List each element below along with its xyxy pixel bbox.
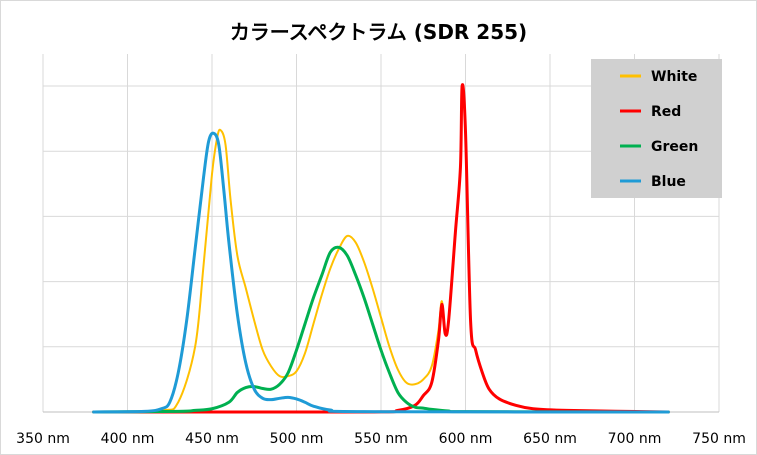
legend-box bbox=[591, 59, 722, 198]
series-line-green bbox=[92, 245, 670, 414]
axis-layer: 350 nm 400 nm 450 nm 500 nm 550 nm 600 nm 650 … bbox=[16, 411, 746, 447]
x-tick-label-2: 450 nm bbox=[185, 431, 239, 447]
x-tick-label-7: 700 nm bbox=[608, 431, 662, 447]
legend: White Red Green Blue bbox=[591, 59, 722, 198]
x-tick-label-5: 600 nm bbox=[439, 431, 493, 447]
x-tick-label-0: 350 nm bbox=[16, 431, 70, 447]
chart-title: カラースペクトラム (SDR 255) bbox=[229, 20, 528, 44]
legend-label-green: Green bbox=[651, 139, 698, 155]
x-tick-label-8: 750 nm bbox=[692, 431, 746, 447]
series-line-red bbox=[92, 83, 670, 414]
legend-label-red: Red bbox=[651, 104, 681, 120]
series-line-blue bbox=[92, 131, 670, 414]
x-tick-label-1: 400 nm bbox=[101, 431, 155, 447]
x-tick-label-6: 650 nm bbox=[523, 431, 577, 447]
x-tick-label-4: 550 nm bbox=[354, 431, 408, 447]
legend-label-white: White bbox=[651, 69, 697, 85]
series-layer bbox=[92, 83, 670, 414]
x-tick-label-3: 500 nm bbox=[270, 431, 324, 447]
legend-label-blue: Blue bbox=[651, 174, 686, 190]
